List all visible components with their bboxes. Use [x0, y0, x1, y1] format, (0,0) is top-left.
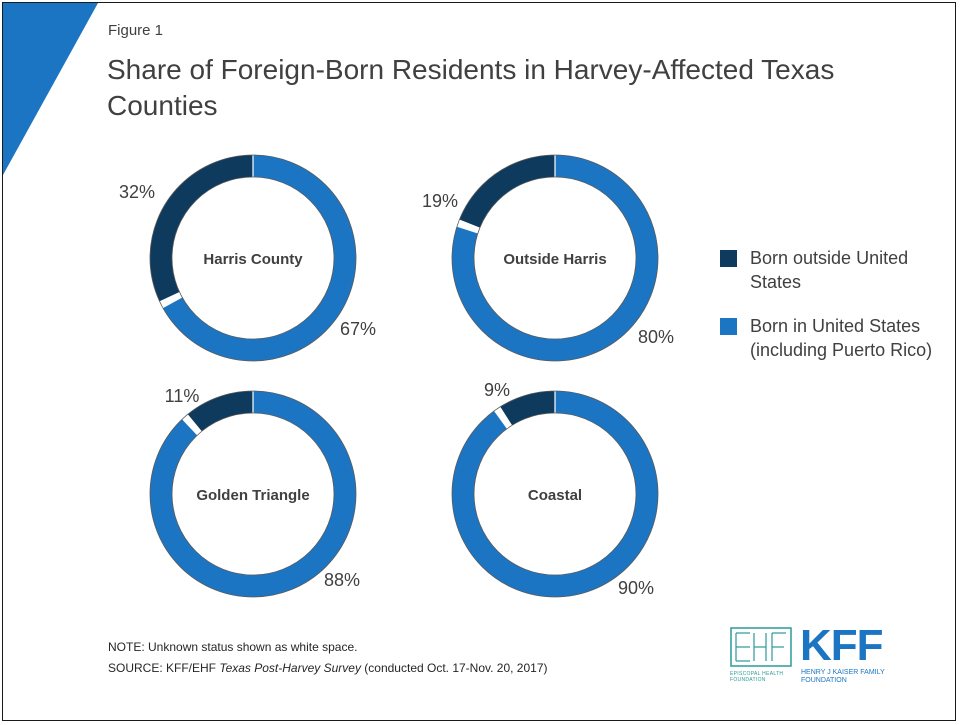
donut-golden-triangle: Golden Triangle 11% 88% — [149, 386, 360, 598]
data-label-born-in-coastal: 90% — [618, 578, 654, 598]
data-label-born-outside-outside-harris: 19% — [422, 191, 458, 211]
source-prefix: SOURCE: KFF/EHF — [108, 661, 220, 675]
chart-title: Share of Foreign-Born Residents in Harve… — [107, 54, 835, 121]
kff-logo-subtext: HENRY J KAISER FAMILY FOUNDATION — [801, 669, 885, 684]
donut-outer-outline — [451, 390, 659, 598]
slice-born-in-coastal — [452, 391, 658, 597]
footnote: NOTE: Unknown status shown as white spac… — [108, 637, 548, 679]
legend-item-born-in: Born in United States (including Puerto … — [720, 314, 950, 362]
data-label-born-outside-golden-triangle: 11% — [165, 386, 200, 406]
slice-born-outside-outside-harris — [459, 155, 556, 229]
donut-harris-county: Harris County 32% 67% — [119, 154, 376, 362]
donut-title-outside-harris: Outside Harris — [503, 251, 606, 268]
source-text: SOURCE: KFF/EHF Texas Post-Harvey Survey… — [108, 658, 548, 679]
slice-separator — [459, 219, 480, 229]
data-label-born-outside-coastal: 9% — [484, 380, 510, 400]
legend: Born outside United States Born in Unite… — [720, 246, 950, 362]
slice-born-outside-coastal — [499, 391, 556, 426]
slice-born-in-outside-harris — [452, 155, 658, 361]
donut-coastal: Coastal 9% 90% — [451, 380, 659, 598]
data-label-born-outside-harris-county: 32% — [119, 182, 155, 202]
donut-title-coastal: Coastal — [528, 487, 582, 504]
slice-born-in-harris-county — [162, 155, 356, 361]
legend-swatch-born-outside — [720, 250, 737, 267]
donut-inner-outline — [473, 412, 637, 576]
donut-inner-outline — [171, 176, 335, 340]
donut-outer-outline — [451, 154, 659, 362]
slice-born-outside-golden-triangle — [187, 391, 254, 432]
donut-outer-outline — [149, 390, 357, 598]
donut-inner-outline — [171, 412, 335, 576]
slice-separator — [159, 291, 180, 303]
slice-separator — [182, 418, 198, 436]
donut-title-golden-triangle: Golden Triangle — [196, 487, 309, 504]
figure-label: Figure 1 — [108, 22, 164, 39]
data-label-born-in-outside-harris: 80% — [638, 327, 674, 347]
slice-born-in-golden-triangle — [150, 391, 356, 597]
corner-accent-triangle — [3, 3, 98, 175]
source-survey-name: Texas Post-Harvey Survey — [219, 661, 361, 675]
note-text: NOTE: Unknown status shown as white spac… — [108, 640, 358, 654]
slice-separator — [186, 414, 202, 432]
kff-logo-text: KFF — [800, 621, 884, 670]
data-label-born-in-harris-county: 67% — [340, 319, 376, 339]
slice-born-outside-harris-county — [150, 155, 254, 302]
donut-outer-outline — [149, 154, 357, 362]
ehf-logo-text: EPISCOPAL HEALTH FOUNDATION — [730, 671, 784, 683]
slice-separator — [499, 406, 513, 426]
legend-item-born-outside: Born outside United States — [720, 246, 950, 294]
donut-title-harris-county: Harris County — [203, 251, 303, 268]
donut-inner-outline — [473, 176, 637, 340]
slice-separator — [493, 410, 508, 429]
legend-label-born-in: Born in United States (including Puerto … — [750, 316, 933, 360]
foundation-logos: EPISCOPAL HEALTH FOUNDATION KFF HENRY J … — [730, 621, 900, 687]
data-label-born-in-golden-triangle: 88% — [324, 570, 360, 590]
legend-label-born-outside: Born outside United States — [750, 248, 909, 292]
ehf-logo-icon — [730, 627, 792, 667]
legend-swatch-born-in — [720, 318, 737, 335]
slice-separator — [162, 296, 183, 309]
source-suffix: (conducted Oct. 17-Nov. 20, 2017) — [360, 661, 548, 675]
slice-separator — [456, 225, 479, 234]
donut-outside-harris: Outside Harris 19% 80% — [422, 154, 674, 362]
